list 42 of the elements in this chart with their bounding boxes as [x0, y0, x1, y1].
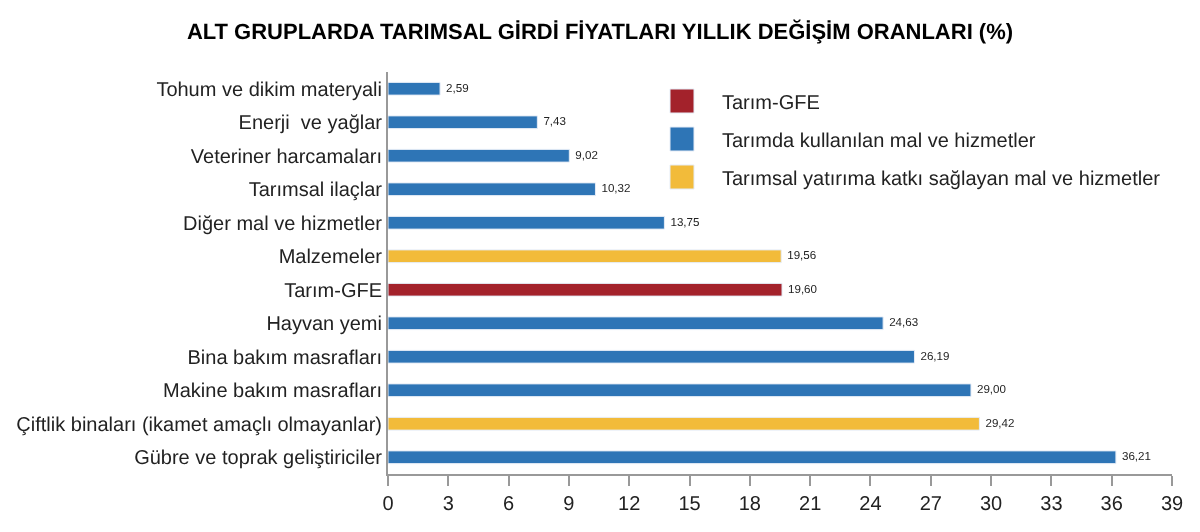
y-tick-label: Çiftlik binaları (ikamet amaçlı olmayanlar): [16, 414, 382, 437]
x-tick-label: 18: [738, 494, 762, 516]
legend-label: Tarım-GFE: [722, 92, 821, 115]
bar: [388, 416, 980, 431]
x-tick-label: 24: [859, 494, 883, 516]
y-tick-label: Tohum ve dikim materyali: [156, 79, 382, 102]
x-tick-label: 27: [919, 494, 943, 516]
bar: [388, 349, 915, 364]
y-tick-label: Malzemeler: [278, 247, 384, 270]
y-tick-label: Tarım-GFE: [284, 280, 383, 303]
y-tick-label: Gübre ve toprak geliştiriciler: [134, 448, 384, 471]
x-tick-label: 30: [979, 494, 1004, 516]
y-tick-label: Bina bakım masrafları: [187, 347, 382, 370]
y-tick-label: Veteriner harcamaları: [190, 146, 382, 169]
bar: [388, 450, 1117, 465]
x-tick-label: 3: [442, 494, 455, 516]
y-tick-label: Makine bakım masrafları: [163, 381, 382, 404]
bar: [388, 148, 570, 163]
legend-label: Tarımda kullanılan mal ve hizmetler: [722, 130, 1037, 153]
bar: [388, 316, 884, 331]
legend-label: Tarımsal yatırıma katkı sağlayan mal ve hizmetler: [722, 168, 1162, 191]
bar: [388, 249, 782, 264]
y-tick-label: Hayvan yemi: [266, 314, 382, 337]
chart-title: ALT GRUPLARDA TARIMSAL GİRDİ FİYATLARI YILLIK DEĞİŞİM ORANLARI (%): [186, 19, 1014, 46]
x-tick-label: 12: [618, 494, 642, 516]
x-tick-label: 6: [503, 494, 516, 516]
x-tick-label: 15: [678, 494, 702, 516]
x-tick-label: 21: [799, 494, 823, 516]
y-tick-label: Diğer mal ve hizmetler: [183, 213, 384, 236]
bar: [388, 383, 972, 398]
bar: [388, 282, 783, 297]
x-tick-label: 0: [382, 494, 395, 516]
bar: [388, 115, 538, 130]
x-tick-label: 9: [563, 494, 576, 516]
y-tick-label: Tarımsal ilaçlar: [248, 180, 384, 203]
bar: [388, 182, 596, 197]
x-tick-label: 36: [1100, 494, 1124, 516]
y-tick-label: Enerji ve yağlar: [238, 113, 384, 136]
x-tick-label: 39: [1160, 494, 1184, 516]
bar: [388, 215, 665, 230]
x-tick-label: 33: [1040, 494, 1064, 516]
bar: [388, 81, 441, 96]
